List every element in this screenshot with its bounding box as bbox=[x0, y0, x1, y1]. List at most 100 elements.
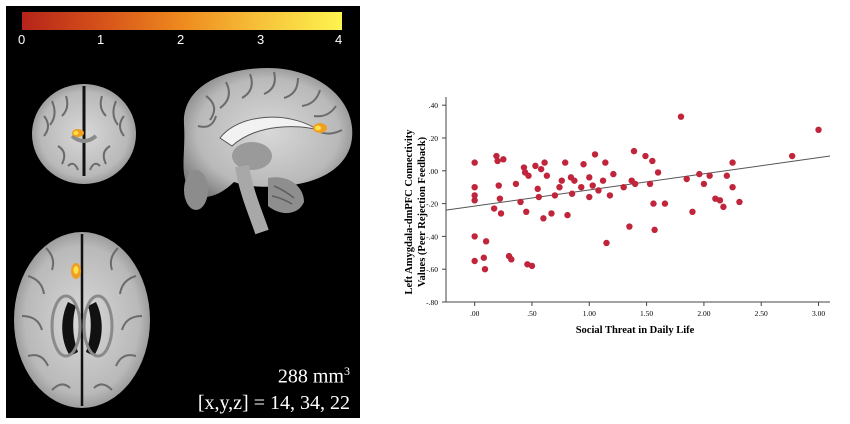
brain-figure-panel: 0 1 2 3 4 288 mm3 [x,y,z] = 14, 34, 22 bbox=[6, 6, 360, 418]
data-point bbox=[540, 215, 547, 222]
data-point bbox=[586, 174, 593, 181]
data-point bbox=[720, 203, 727, 211]
data-point bbox=[706, 172, 713, 179]
data-point bbox=[571, 177, 578, 184]
x-tick-label: .50 bbox=[527, 309, 537, 318]
plot-axes: .40 .20 .00 -.20 -.40 -.60 -.80 .00 .50 1.00 1.50 2… bbox=[426, 97, 830, 318]
y-axis-label-line1: Left Amygdala-dmPFC Connectivity bbox=[404, 129, 415, 295]
x-tick-label: .00 bbox=[470, 309, 480, 318]
data-point bbox=[508, 256, 515, 263]
data-point bbox=[716, 197, 724, 204]
colorbar-tick: 0 bbox=[18, 32, 26, 47]
axial-slice bbox=[14, 232, 150, 408]
data-point bbox=[471, 184, 478, 191]
data-point bbox=[646, 180, 654, 188]
data-point bbox=[525, 172, 532, 179]
volume-label: 288 mm3 bbox=[277, 364, 350, 388]
sagittal-slice bbox=[183, 68, 353, 235]
y-axis-label-line2: Values (Peer Rejection Feedback) bbox=[417, 136, 428, 287]
data-point bbox=[606, 192, 614, 199]
data-point bbox=[520, 164, 528, 171]
data-point bbox=[683, 175, 690, 183]
data-point bbox=[494, 157, 501, 165]
coordinates-label: [x,y,z] = 14, 34, 22 bbox=[197, 392, 350, 414]
data-point bbox=[558, 177, 565, 184]
data-point bbox=[603, 239, 610, 247]
data-point bbox=[497, 210, 505, 217]
coronal-slice bbox=[32, 84, 136, 184]
colorbar-tick: 1 bbox=[97, 32, 105, 47]
data-point bbox=[661, 200, 669, 207]
x-tick-label: 3.00 bbox=[812, 309, 825, 318]
y-tick-label: .40 bbox=[429, 101, 439, 110]
data-point bbox=[599, 177, 607, 184]
data-point bbox=[654, 169, 662, 176]
data-point bbox=[689, 208, 696, 215]
data-point bbox=[696, 170, 703, 178]
data-point bbox=[580, 161, 587, 168]
y-tick-label: -.80 bbox=[426, 298, 438, 307]
y-tick-label: -.20 bbox=[426, 200, 438, 209]
data-point bbox=[723, 172, 731, 179]
data-point bbox=[788, 152, 796, 160]
data-point bbox=[626, 223, 633, 230]
data-point bbox=[537, 165, 545, 173]
data-point bbox=[815, 126, 822, 133]
data-point bbox=[471, 192, 478, 199]
colorbar-tick: 4 bbox=[335, 32, 343, 47]
scatter-plot: .40 .20 .00 -.20 -.40 -.60 -.80 .00 .50 1.00 1.50 2… bbox=[404, 97, 831, 336]
data-point bbox=[677, 113, 685, 120]
colorbar-tick: 2 bbox=[177, 32, 185, 47]
x-tick-label: 2.50 bbox=[755, 309, 768, 318]
data-point bbox=[578, 184, 585, 191]
brain-images bbox=[14, 12, 353, 408]
data-point bbox=[528, 262, 536, 270]
data-point bbox=[532, 162, 539, 170]
x-tick-label: 1.00 bbox=[583, 309, 596, 318]
data-point bbox=[651, 226, 658, 234]
data-point bbox=[620, 184, 627, 191]
data-point bbox=[556, 184, 563, 191]
data-point bbox=[729, 159, 736, 166]
data-point bbox=[480, 254, 488, 261]
data-point bbox=[589, 182, 596, 189]
data-point bbox=[586, 193, 593, 201]
data-points bbox=[471, 113, 822, 273]
data-point bbox=[496, 195, 504, 202]
data-point bbox=[591, 151, 599, 158]
data-point bbox=[517, 198, 524, 206]
data-point bbox=[564, 211, 571, 219]
data-point bbox=[595, 187, 602, 194]
x-tick-label: 2.00 bbox=[697, 309, 710, 318]
data-point bbox=[495, 182, 502, 189]
data-point bbox=[548, 210, 555, 217]
data-point bbox=[700, 180, 708, 188]
data-point bbox=[729, 184, 736, 191]
y-tick-label: .20 bbox=[429, 134, 439, 143]
x-tick-label: 1.50 bbox=[640, 309, 653, 318]
data-point bbox=[534, 185, 541, 193]
data-point bbox=[631, 180, 639, 188]
data-point bbox=[471, 257, 478, 265]
data-point bbox=[493, 152, 500, 160]
data-point bbox=[568, 190, 576, 197]
data-point bbox=[471, 233, 478, 240]
data-point bbox=[541, 159, 548, 166]
x-axis-label: Social Threat in Daily Life bbox=[576, 325, 695, 336]
colorbar bbox=[22, 12, 342, 30]
data-point bbox=[471, 197, 478, 204]
data-point bbox=[523, 208, 530, 215]
data-point bbox=[649, 157, 656, 165]
data-point bbox=[610, 170, 617, 178]
data-point bbox=[482, 238, 490, 245]
y-tick-label: -.40 bbox=[426, 232, 438, 241]
data-point bbox=[535, 193, 543, 201]
data-point bbox=[512, 180, 520, 188]
data-point bbox=[481, 266, 489, 273]
data-point bbox=[471, 159, 478, 166]
data-point bbox=[543, 172, 551, 179]
data-point bbox=[562, 159, 569, 166]
data-point bbox=[490, 205, 498, 212]
y-tick-label: .00 bbox=[429, 167, 439, 176]
data-point bbox=[650, 200, 657, 207]
